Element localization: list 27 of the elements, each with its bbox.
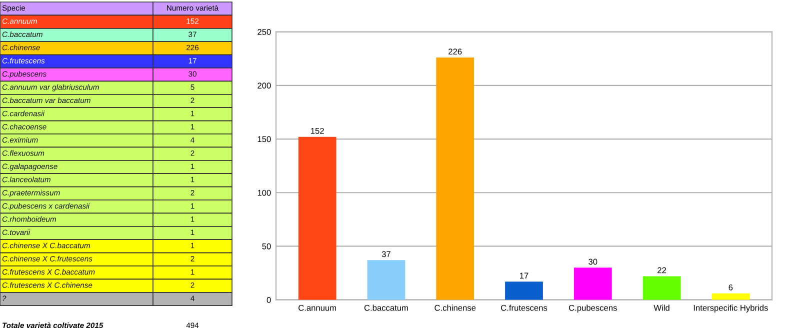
data-label: 22 bbox=[658, 267, 666, 274]
data-label: 6 bbox=[728, 284, 733, 290]
y-tick-label: 150 bbox=[258, 136, 271, 142]
y-tick-label: 100 bbox=[258, 190, 271, 196]
x-tick-label: C.frutescens bbox=[501, 304, 548, 311]
bar bbox=[505, 282, 543, 300]
data-label: 17 bbox=[520, 272, 528, 278]
bar bbox=[367, 260, 406, 300]
bar bbox=[436, 58, 474, 300]
data-label: 152 bbox=[311, 128, 324, 134]
x-tick-label: C.baccatum bbox=[364, 304, 408, 311]
x-tick-label: Wild bbox=[654, 304, 670, 311]
bar bbox=[574, 268, 612, 300]
y-tick-label: 200 bbox=[258, 82, 271, 89]
data-label: 30 bbox=[588, 258, 598, 265]
data-label: 226 bbox=[448, 48, 462, 55]
data-label: 37 bbox=[382, 251, 390, 258]
y-tick-label: 50 bbox=[262, 243, 271, 250]
x-tick-label: C.pubescens bbox=[568, 304, 617, 312]
x-tick-label: Interspecific Hybrids bbox=[694, 304, 768, 312]
y-tick-label: 0 bbox=[266, 297, 271, 303]
bar bbox=[298, 136, 336, 300]
bar bbox=[642, 276, 681, 300]
bar bbox=[712, 293, 750, 300]
x-tick-label: C.annuum bbox=[298, 304, 336, 311]
x-tick-label: C.chinense bbox=[434, 304, 476, 311]
y-tick-label: 250 bbox=[258, 29, 271, 35]
